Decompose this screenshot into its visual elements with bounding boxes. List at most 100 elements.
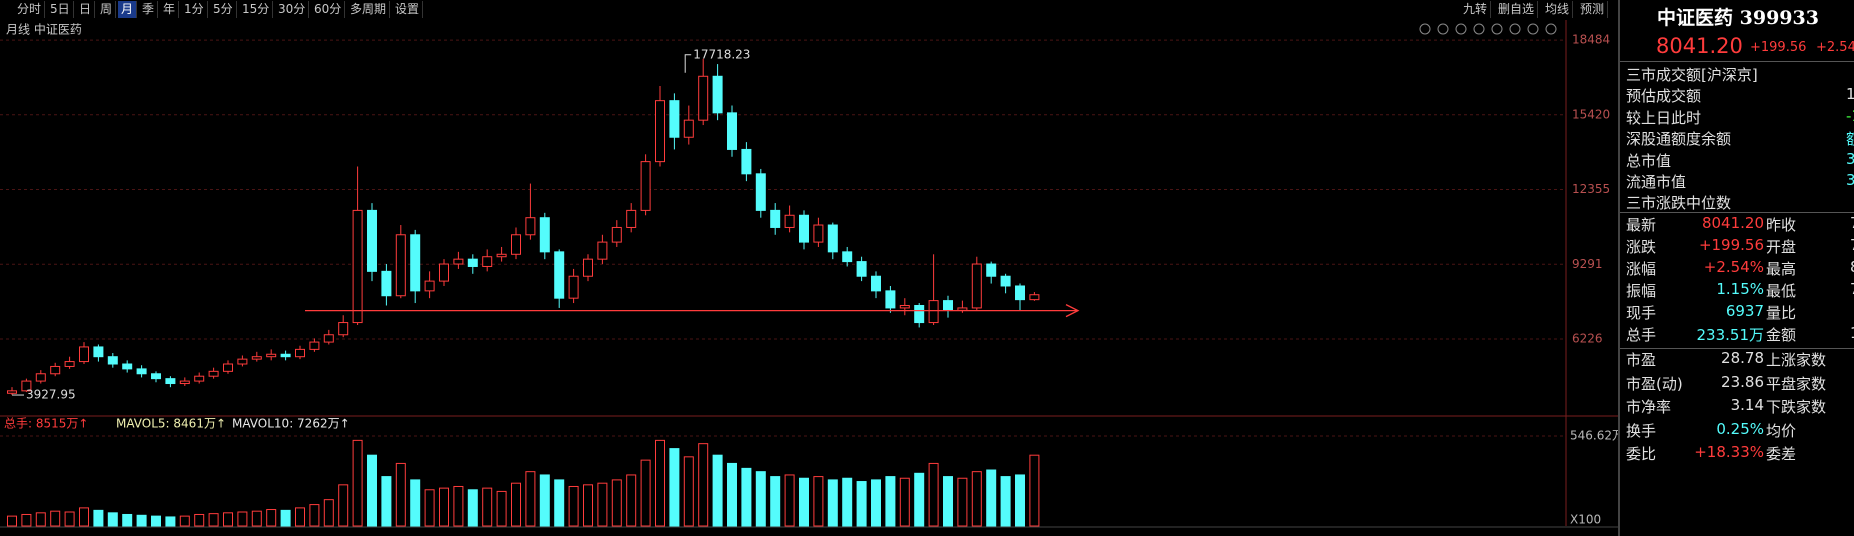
candle-body <box>669 100 680 138</box>
volume-bar <box>899 477 910 527</box>
candle-body <box>597 241 608 260</box>
candle-body <box>799 214 809 243</box>
volume-bar <box>352 439 363 527</box>
candle-body <box>813 224 824 243</box>
candle-body <box>525 217 536 236</box>
stat-label: 换手 <box>1626 421 1657 440</box>
tool-button[interactable]: 删自选 <box>1495 1 1539 18</box>
period-button[interactable]: 日 <box>76 1 96 18</box>
info-value: 3. <box>1846 171 1854 189</box>
volume-bar <box>755 471 766 527</box>
volume-bar <box>971 471 982 527</box>
stat-value: 7 <box>1850 280 1854 298</box>
volume-bar <box>1029 454 1040 527</box>
candle-body <box>1029 294 1040 301</box>
volume-bar <box>122 513 133 527</box>
volume-bar <box>928 462 939 527</box>
y-tick-label: 15420 <box>1572 107 1610 121</box>
volume-bar <box>338 484 349 527</box>
volume-bar <box>367 454 377 527</box>
period-button[interactable]: 月 <box>118 1 138 18</box>
tool-button[interactable]: 九转 <box>1460 1 1492 18</box>
stat-value: 0.25% <box>1716 419 1764 438</box>
volume-bar <box>943 476 953 527</box>
candle-body <box>986 263 997 277</box>
info-value: 3. <box>1846 150 1854 168</box>
y-tick-label: 546.62万 <box>1570 428 1618 442</box>
toolbar: 分时 5日日周月季年 1分 5分 15分 30分 60分 多周期 设置 预测 均线 删自选 九转 <box>0 0 1618 20</box>
stat-label: 委差 <box>1766 445 1797 463</box>
info-label: 预估成交额 <box>1626 87 1702 106</box>
candle-body <box>21 380 32 392</box>
candle-body <box>871 275 881 292</box>
stat-value: 6937 <box>1725 302 1764 320</box>
period-button[interactable]: 5分 <box>210 1 237 18</box>
volume-bar <box>842 477 853 527</box>
volume-bar <box>424 489 435 527</box>
period-button[interactable]: 多周期 <box>347 1 391 18</box>
stat-label: 现手 <box>1626 304 1657 322</box>
support-arrow <box>1065 304 1080 318</box>
tool-button[interactable]: 均线 <box>1542 1 1574 18</box>
volume-bar <box>554 479 565 527</box>
volume-bar <box>251 510 262 527</box>
period-button[interactable]: 15分 <box>239 1 274 18</box>
candle-body <box>237 358 248 365</box>
candle-body <box>1000 275 1011 287</box>
volume-bar <box>813 476 824 527</box>
volume-bar <box>467 489 478 527</box>
low-label: 3927.95 <box>26 388 76 402</box>
stat-label: 涨跌 <box>1626 238 1657 256</box>
volume-bar <box>93 509 104 527</box>
volume-bar <box>35 512 46 527</box>
candle-body <box>611 226 622 243</box>
volume-bar <box>410 479 421 527</box>
info-value: 额 <box>1846 128 1854 149</box>
candle-body <box>496 253 507 258</box>
candle-body <box>482 256 493 267</box>
candle-body <box>50 365 61 375</box>
candle-body <box>352 209 363 324</box>
period-button[interactable]: 5日 <box>47 1 74 18</box>
stat-value: 3.14 <box>1730 396 1764 414</box>
period-button[interactable]: 30分 <box>275 1 310 18</box>
volume-bar <box>165 516 176 527</box>
period-button[interactable]: 1分 <box>181 1 208 18</box>
period-button[interactable]: 分时 <box>14 1 46 18</box>
volume-bar <box>79 507 89 527</box>
candle-body <box>885 290 896 309</box>
volume-bar <box>611 479 622 527</box>
candle-body <box>223 363 233 372</box>
stat-value: 233.51万 <box>1696 326 1765 344</box>
candle-body <box>179 380 190 385</box>
volume-bar <box>21 513 32 527</box>
volume-bar <box>64 511 75 527</box>
period-button[interactable]: 年 <box>160 1 180 18</box>
legend-entry: 总手: 8515万↑ <box>4 417 88 431</box>
tool-button[interactable]: 预测 <box>1577 1 1609 18</box>
period-button[interactable]: 60分 <box>311 1 346 18</box>
candle-body <box>381 270 392 297</box>
volume-bar <box>597 482 608 527</box>
volume-bar <box>1015 474 1025 527</box>
period-button[interactable]: 设置 <box>392 1 424 18</box>
stat-label: 金额 <box>1766 326 1797 344</box>
period-button[interactable]: 季 <box>139 1 159 18</box>
candle-body <box>395 234 406 297</box>
candle-body <box>511 234 521 255</box>
candle-body <box>899 304 910 309</box>
volume-bar <box>395 462 406 527</box>
volume-bar <box>827 479 838 527</box>
volume-bar <box>136 514 147 527</box>
candle-body <box>827 224 838 253</box>
volume-bar <box>712 454 723 527</box>
stat-value: 8041.20 <box>1701 214 1764 232</box>
volume-unit: X100 <box>1570 513 1601 527</box>
candle-body <box>122 363 133 370</box>
volume-bar <box>914 472 925 527</box>
candle-body <box>367 209 377 272</box>
stat-label: 涨幅 <box>1626 260 1657 278</box>
period-button[interactable]: 周 <box>97 1 117 18</box>
volume-bar <box>583 484 593 527</box>
